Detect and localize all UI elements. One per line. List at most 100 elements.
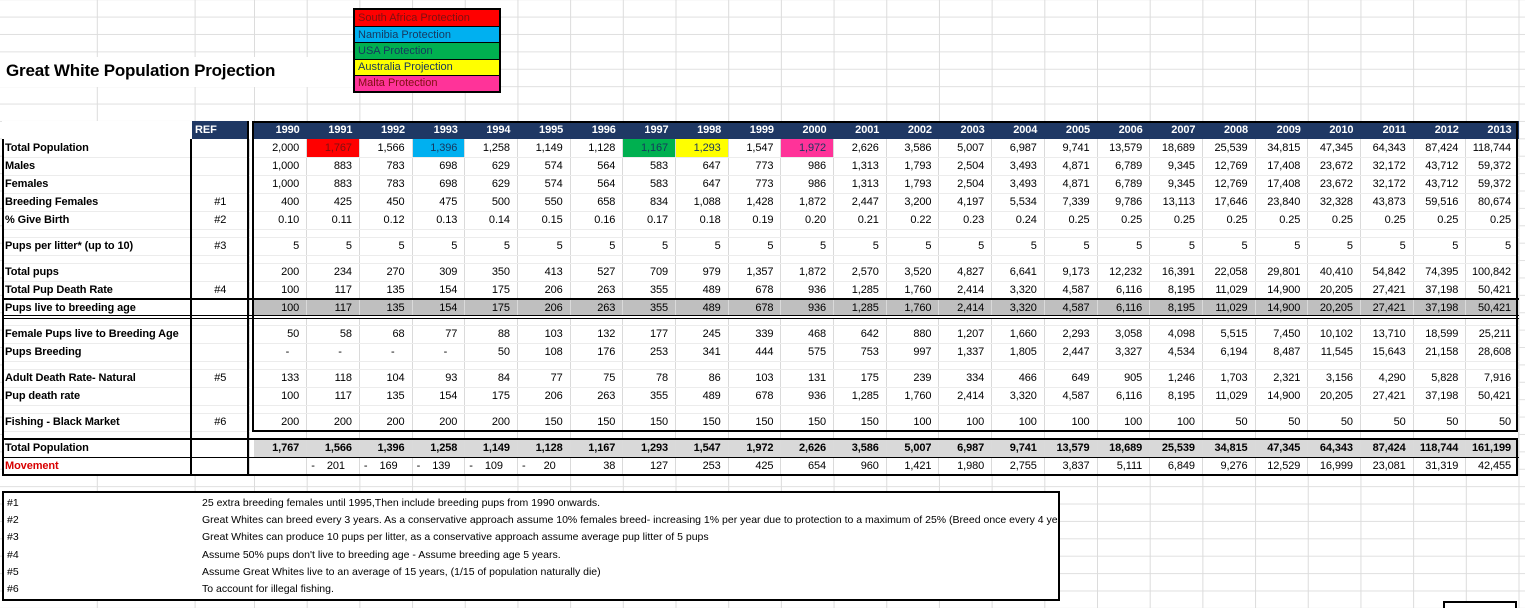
value-cell[interactable]: 5 bbox=[1044, 237, 1098, 256]
value-cell[interactable]: 175 bbox=[833, 369, 887, 388]
cell[interactable] bbox=[675, 255, 729, 264]
cell[interactable] bbox=[254, 255, 308, 264]
value-cell[interactable]: 84 bbox=[464, 369, 518, 388]
cell[interactable] bbox=[517, 405, 571, 414]
value-cell[interactable]: 527 bbox=[570, 263, 624, 282]
value-cell[interactable]: 1,285 bbox=[833, 298, 887, 319]
cell[interactable] bbox=[192, 229, 250, 238]
value-cell[interactable]: 88 bbox=[464, 325, 518, 344]
cell[interactable] bbox=[991, 317, 1045, 326]
value-cell[interactable]: 575 bbox=[780, 343, 835, 362]
row-label[interactable]: Pups live to breeding age bbox=[2, 298, 192, 319]
value-cell[interactable]: 32,328 bbox=[1307, 193, 1361, 212]
value-cell[interactable]: 0.10 bbox=[254, 211, 308, 230]
value-cell[interactable]: 100 bbox=[991, 413, 1045, 432]
value-cell[interactable]: 400 bbox=[254, 193, 308, 212]
value-cell[interactable]: 4,871 bbox=[1044, 175, 1098, 194]
value-cell[interactable]: 309 bbox=[412, 263, 466, 282]
cell[interactable] bbox=[1255, 431, 1309, 440]
cell[interactable] bbox=[1465, 229, 1519, 238]
value-cell[interactable]: 13,579 bbox=[1097, 139, 1151, 158]
value-cell[interactable]: 4,587 bbox=[1044, 387, 1098, 406]
cell[interactable] bbox=[1465, 405, 1519, 414]
value-cell[interactable]: 4,871 bbox=[1044, 157, 1098, 176]
cell[interactable] bbox=[1097, 317, 1151, 326]
value-cell[interactable]: 4,827 bbox=[938, 263, 993, 282]
value-cell[interactable]: 17,408 bbox=[1255, 157, 1309, 176]
legend-item-5[interactable]: Malta Protection bbox=[355, 74, 499, 91]
value-cell[interactable]: 78 bbox=[622, 369, 676, 388]
value-cell[interactable]: 658 bbox=[570, 193, 624, 212]
cell[interactable] bbox=[1465, 361, 1519, 370]
value-cell[interactable]: 1,760 bbox=[886, 281, 940, 300]
value-cell[interactable]: 936 bbox=[780, 387, 835, 406]
value-cell[interactable]: 200 bbox=[254, 263, 308, 282]
cell[interactable] bbox=[412, 317, 466, 326]
value-cell[interactable]: 32,172 bbox=[1360, 175, 1414, 194]
cell[interactable] bbox=[1202, 431, 1256, 440]
value-cell[interactable]: 200 bbox=[306, 413, 360, 432]
cell[interactable] bbox=[1202, 361, 1256, 370]
cell[interactable] bbox=[306, 431, 360, 440]
value-cell[interactable]: 905 bbox=[1097, 369, 1151, 388]
value-cell[interactable]: 11,029 bbox=[1202, 281, 1256, 300]
value-cell[interactable]: 150 bbox=[728, 413, 782, 432]
cell[interactable] bbox=[886, 361, 940, 370]
corner-cell[interactable] bbox=[2, 121, 192, 139]
value-cell[interactable]: 5 bbox=[1465, 237, 1519, 256]
value-cell[interactable]: 118,744 bbox=[1465, 139, 1519, 158]
value-cell[interactable]: 6,849 bbox=[1149, 457, 1203, 476]
value-cell[interactable]: 31,319 bbox=[1413, 457, 1467, 476]
row-label[interactable]: Total Pup Death Rate bbox=[2, 281, 192, 300]
value-cell[interactable]: 1,313 bbox=[833, 175, 887, 194]
value-cell[interactable]: 25,539 bbox=[1202, 139, 1256, 158]
value-cell[interactable]: 0.19 bbox=[728, 211, 782, 230]
cell[interactable] bbox=[2, 431, 192, 440]
value-cell[interactable]: 3,320 bbox=[991, 281, 1045, 300]
cell[interactable] bbox=[1044, 229, 1098, 238]
value-cell[interactable]: 17,646 bbox=[1202, 193, 1256, 212]
value-cell[interactable]: 100 bbox=[254, 298, 308, 319]
cell[interactable] bbox=[359, 255, 413, 264]
value-cell[interactable]: 0.25 bbox=[1097, 211, 1151, 230]
value-cell[interactable]: 13,579 bbox=[1044, 439, 1098, 458]
value-cell[interactable]: 2,321 bbox=[1255, 369, 1309, 388]
value-cell[interactable]: 50 bbox=[254, 325, 308, 344]
cell[interactable] bbox=[675, 229, 729, 238]
year-header-cell[interactable]: 2009 bbox=[1255, 121, 1308, 139]
row-label[interactable]: Pup death rate bbox=[2, 387, 192, 406]
value-cell[interactable]: 270 bbox=[359, 263, 413, 282]
value-cell[interactable]: 64,343 bbox=[1307, 439, 1361, 458]
legend-item-1[interactable]: South Africa Protection bbox=[355, 10, 499, 27]
value-cell[interactable]: 1,760 bbox=[886, 298, 940, 319]
value-cell[interactable]: 647 bbox=[675, 157, 729, 176]
cell[interactable] bbox=[192, 317, 250, 326]
value-cell[interactable]: 678 bbox=[728, 281, 782, 300]
value-cell[interactable]: 574 bbox=[517, 175, 571, 194]
row-label[interactable]: Pups Breeding bbox=[2, 343, 192, 362]
value-cell[interactable]: 339 bbox=[728, 325, 782, 344]
value-cell[interactable]: 0.23 bbox=[938, 211, 993, 230]
value-cell[interactable]: 23,672 bbox=[1307, 175, 1361, 194]
cell[interactable] bbox=[464, 431, 518, 440]
cell[interactable] bbox=[192, 405, 250, 414]
value-cell[interactable]: 6,987 bbox=[991, 139, 1045, 158]
value-cell[interactable]: 0.25 bbox=[1202, 211, 1256, 230]
value-cell[interactable]: 468 bbox=[780, 325, 835, 344]
value-cell[interactable]: 18,689 bbox=[1149, 139, 1203, 158]
value-cell[interactable]: 2,504 bbox=[938, 157, 993, 176]
cell[interactable] bbox=[675, 405, 729, 414]
value-cell[interactable]: 341 bbox=[675, 343, 729, 362]
cell[interactable] bbox=[622, 431, 676, 440]
value-cell[interactable]: 206 bbox=[517, 298, 571, 319]
row-label[interactable]: Fishing - Black Market bbox=[2, 413, 192, 432]
value-cell[interactable]: 127 bbox=[622, 457, 676, 476]
value-cell[interactable]: 4,587 bbox=[1044, 281, 1098, 300]
value-cell[interactable]: 1,793 bbox=[886, 157, 940, 176]
value-cell[interactable]: 75 bbox=[570, 369, 624, 388]
year-header-cell[interactable]: 2013 bbox=[1465, 121, 1519, 139]
value-cell[interactable]: 1,258 bbox=[412, 439, 466, 458]
value-cell[interactable]: 9,173 bbox=[1044, 263, 1098, 282]
row-label[interactable]: Pups per litter* (up to 10) bbox=[2, 237, 192, 256]
value-cell[interactable]: 5 bbox=[1255, 237, 1309, 256]
